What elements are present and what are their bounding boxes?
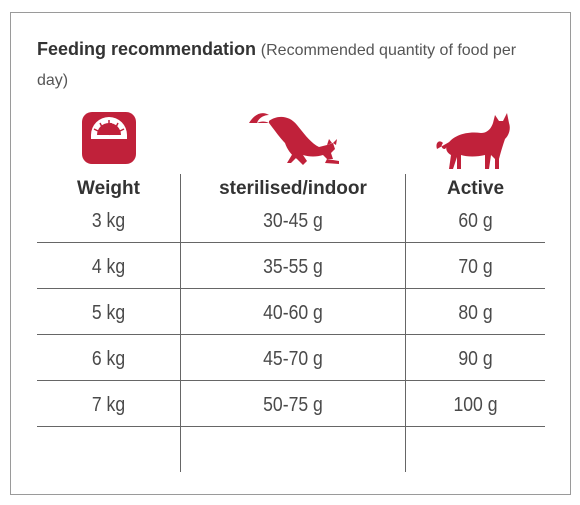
table-cell-weight: 5 kg [91,302,126,324]
table-cell-weight: 6 kg [91,348,126,370]
table-cell-active: 70 g [458,256,493,278]
feeding-heading: Feeding recommendation (Recommended quan… [37,35,547,95]
stretching-cat-icon [247,109,343,169]
standing-cat-icon [433,109,517,171]
column-header-sterilised: sterilised/indoor [219,178,367,199]
table-cell-active: 80 g [458,302,493,324]
heading-title: Feeding recommendation [37,39,257,59]
column-divider-1 [180,174,181,472]
table-cell-weight: 7 kg [91,394,126,416]
table-cell-active: 60 g [458,210,493,232]
row-divider-3 [37,334,545,335]
row-divider-5 [37,426,545,427]
column-header-weight: Weight [77,178,140,199]
table-cell-sterilised: 40-60 g [263,302,323,324]
table-cell-sterilised: 35-55 g [263,256,323,278]
row-divider-4 [37,380,545,381]
column-divider-2 [405,174,406,472]
table-cell-sterilised: 50-75 g [263,394,323,416]
table-cell-sterilised: 45-70 g [263,348,323,370]
column-header-active: Active [446,178,505,199]
table-cell-weight: 4 kg [91,256,126,278]
row-divider-2 [37,288,545,289]
scale-icon [81,111,137,165]
table-cell-active: 90 g [458,348,493,370]
heading-subtitle: (Recommended quantity of food per day) [37,42,517,89]
table-cell-active: 100 g [453,394,498,416]
table-cell-weight: 3 kg [91,210,126,232]
feeding-card: Feeding recommendation (Recommended quan… [10,12,571,495]
table-cell-sterilised: 30-45 g [263,210,323,232]
row-divider-1 [37,242,545,243]
